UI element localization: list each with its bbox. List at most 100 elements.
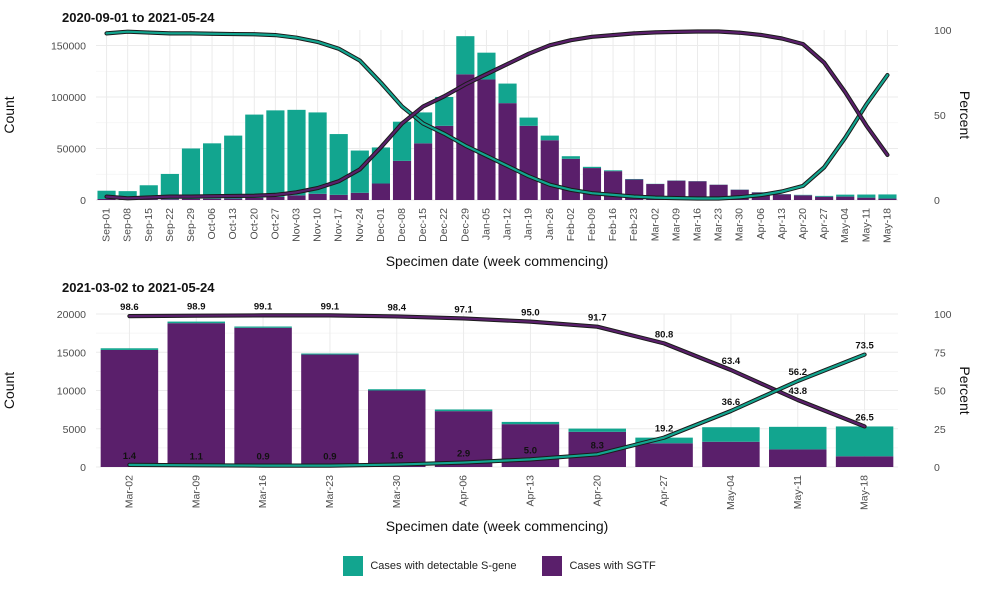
bar-sgtf (100, 349, 159, 467)
x-tick-label: Apr-20 (797, 208, 809, 240)
bar-sgtf (181, 198, 201, 200)
bar-sgtf (308, 193, 327, 200)
x-tick-label: Feb-16 (607, 208, 619, 241)
y2-tick-label: 100 (934, 309, 952, 321)
x-tick-label: Oct-13 (227, 208, 239, 240)
bar-sgtf (702, 441, 760, 467)
data-label: 99.1 (321, 301, 340, 312)
x-tick-label: May-18 (859, 475, 871, 510)
bar-sgene (635, 437, 693, 444)
data-label: 1.6 (390, 451, 403, 462)
y-tick-label: 20000 (57, 309, 86, 321)
legend-swatch-sgtf (542, 556, 563, 576)
x-tick-label: Sep-22 (164, 208, 176, 242)
data-label: 0.9 (256, 452, 269, 463)
y2-tick-label: 50 (934, 110, 946, 122)
bar-sgene (329, 134, 348, 195)
x-tick-label: Jan-19 (523, 208, 535, 240)
y2-axis-title: Percent (957, 91, 973, 139)
bar-sgene (308, 112, 327, 194)
bar-sgene (702, 427, 760, 442)
x-tick-label: Oct-20 (248, 208, 260, 240)
bar-sgtf (730, 189, 749, 200)
data-label: 26.5 (855, 412, 874, 423)
bar-sgene (540, 135, 559, 141)
bar-sgene (604, 170, 623, 172)
bar-sgtf (769, 449, 827, 467)
bar-sgene (519, 117, 538, 126)
legend-label-sgene: Cases with detectable S-gene (370, 560, 517, 572)
line-sgtf-percent (128, 314, 866, 428)
bar-sgtf (234, 327, 292, 467)
bar-sgtf (815, 196, 834, 200)
bar-sgtf (203, 198, 222, 200)
legend-swatch-sgene (343, 556, 364, 576)
y2-tick-label: 75 (934, 347, 946, 359)
bar-sgtf (667, 180, 686, 200)
bar-sgtf (836, 196, 855, 200)
x-tick-label: May-11 (860, 208, 872, 242)
x-tick-label: Sep-29 (185, 208, 197, 242)
y-tick-label: 10000 (57, 386, 86, 398)
legend-label-sgtf: Cases with SGTF (569, 560, 656, 572)
bar-sgene (434, 409, 493, 412)
data-label: 98.4 (388, 302, 407, 313)
bar-sgene (266, 110, 285, 197)
bar-sgtf (329, 194, 348, 200)
x-tick-label: Mar-16 (692, 208, 704, 241)
bar-sgene (435, 96, 454, 126)
data-label: 8.3 (591, 440, 604, 451)
line-outline (104, 29, 890, 201)
data-label: 73.5 (855, 341, 874, 352)
bar-sgene (167, 321, 225, 324)
x-tick-label: Apr-27 (818, 208, 830, 240)
y2-tick-label: 25 (934, 424, 946, 436)
bar-sgene (501, 421, 560, 425)
bar-sgtf (561, 158, 580, 200)
bar-sgene (769, 426, 827, 450)
x-tick-label: Dec-22 (438, 208, 450, 242)
y-tick-label: 150000 (51, 40, 86, 52)
bar-sgtf (835, 456, 894, 467)
bar-sgene (287, 109, 306, 196)
bar-sgene (118, 191, 137, 200)
bar-sgtf (371, 183, 390, 200)
bar-sgene (203, 143, 222, 199)
y-tick-label: 15000 (57, 347, 86, 359)
y-tick-label: 0 (80, 462, 86, 474)
y-axis-title: Count (1, 96, 17, 133)
x-tick-label: Nov-10 (312, 208, 324, 242)
data-label: 1.1 (190, 451, 204, 462)
bar-sgene (835, 426, 894, 457)
bar-sgtf (519, 125, 538, 200)
bar-sgene (878, 194, 897, 199)
data-label: 0.9 (323, 452, 336, 463)
x-tick-label: Apr-06 (458, 475, 470, 507)
x-tick-label: Apr-13 (776, 208, 788, 240)
y2-tick-label: 0 (934, 462, 940, 474)
data-label: 43.8 (789, 386, 808, 397)
x-tick-label: May-04 (725, 475, 737, 510)
bar-sgene (498, 83, 517, 104)
y-tick-label: 0 (80, 195, 86, 207)
bar-sgtf (266, 196, 285, 200)
x-tick-label: Apr-13 (524, 475, 536, 507)
bar-sgene (582, 166, 602, 169)
legend-item-sgene: Cases with detectable S-gene (343, 556, 516, 576)
bar-sgtf (635, 443, 693, 467)
x-tick-label: Jan-05 (480, 208, 492, 240)
data-label: 80.8 (655, 329, 674, 340)
x-tick-label: Apr-20 (591, 475, 603, 507)
x-tick-label: Jan-12 (502, 208, 514, 240)
bar-sgene (836, 194, 855, 197)
bar-sgtf (392, 160, 412, 200)
bar-sgene (561, 156, 580, 159)
data-label: 63.4 (722, 356, 741, 367)
data-label: 99.1 (254, 301, 273, 312)
data-label: 91.7 (588, 313, 607, 324)
legend-item-sgtf: Cases with SGTF (542, 556, 656, 576)
bar-sgtf (224, 198, 243, 200)
y-tick-label: 100000 (51, 92, 86, 104)
bar-sgtf (878, 198, 897, 200)
y2-axis-title: Percent (957, 366, 973, 414)
